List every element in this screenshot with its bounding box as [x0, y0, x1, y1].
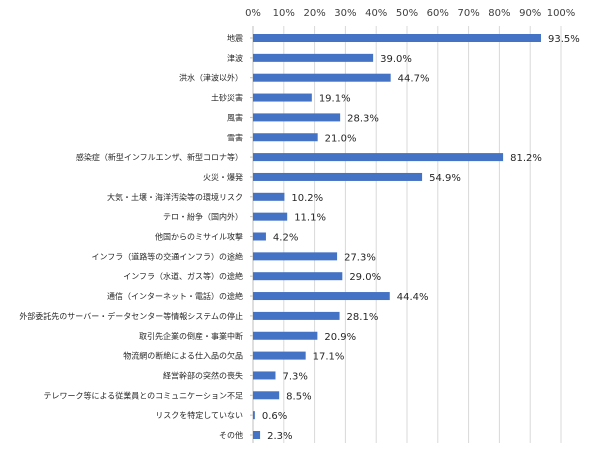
- value-label: 11.1%: [294, 213, 326, 224]
- bar: [253, 172, 423, 181]
- category-label: その他: [219, 430, 243, 440]
- x-tick-label: 10%: [273, 8, 295, 19]
- bar: [253, 34, 541, 42]
- value-label: 54.9%: [429, 173, 461, 184]
- category-label: 洪水（津波以外）: [179, 73, 243, 83]
- value-label: 93.5%: [548, 34, 580, 45]
- category-label: 他国からのミサイル攻撃: [155, 232, 243, 242]
- x-tick-label: 90%: [519, 8, 541, 19]
- category-label: リスクを特定していない: [155, 410, 243, 420]
- category-label: 通信（インターネット・電話）の途絶: [107, 291, 243, 301]
- bar: [253, 232, 266, 241]
- value-label: 39.0%: [380, 54, 412, 65]
- value-label: 4.2%: [273, 233, 298, 244]
- bar: [253, 431, 261, 439]
- bars: [253, 34, 541, 439]
- category-label: 雪害: [227, 132, 243, 142]
- x-tick-label: 20%: [303, 8, 325, 19]
- bar: [253, 371, 276, 380]
- category-label: 土砂災害: [211, 93, 243, 103]
- value-label: 10.2%: [291, 193, 323, 204]
- category-label: 外部委託先のサーバー・データセンター等情報システムの停止: [19, 311, 243, 321]
- bar: [253, 391, 280, 400]
- x-tick-label: 30%: [334, 8, 356, 19]
- category-label: 風害: [227, 112, 243, 122]
- bar: [253, 331, 318, 340]
- category-label: 物流網の断絶による仕入品の欠品: [123, 351, 243, 361]
- category-label: 津波: [227, 53, 243, 63]
- value-label: 44.7%: [398, 74, 430, 85]
- category-label: テレワーク等による従業員とのコミュニケーション不足: [43, 390, 243, 400]
- bar: [253, 153, 504, 162]
- category-label: 取引先企業の倒産・事業中断: [139, 331, 243, 341]
- x-axis-ticks: 0% 10% 20% 30% 40% 50% 60% 70% 80% 90% 100%: [245, 8, 575, 19]
- bar: [253, 272, 343, 281]
- value-labels: 93.5% 39.0% 44.7% 19.1% 28.3% 21.0% 81.2% 54.9%…: [262, 34, 580, 442]
- bar: [253, 53, 374, 62]
- bar: [253, 93, 312, 102]
- value-label: 81.2%: [510, 153, 542, 164]
- bar: [253, 73, 391, 82]
- value-label: 28.1%: [347, 312, 379, 323]
- value-label: 20.9%: [324, 332, 356, 343]
- category-label: 大気・土壌・海洋汚染等の環境リスク: [107, 192, 243, 202]
- x-tick-label: 0%: [245, 8, 261, 19]
- category-label: テロ・紛争（国内外）: [163, 212, 243, 222]
- x-tick-label: 50%: [396, 8, 418, 19]
- value-label: 7.3%: [282, 371, 307, 382]
- category-label: 経営幹部の突然の喪失: [163, 370, 243, 380]
- bar: [253, 192, 285, 201]
- bar: [253, 212, 288, 221]
- bar: [253, 133, 318, 142]
- value-label: 29.0%: [349, 272, 381, 283]
- value-label: 21.0%: [325, 133, 357, 144]
- value-label: 8.5%: [286, 391, 311, 402]
- category-label: 地震: [227, 33, 243, 43]
- bar: [253, 311, 340, 320]
- value-label: 17.1%: [313, 352, 345, 363]
- value-label: 19.1%: [319, 94, 351, 105]
- category-label: 火災・爆発: [203, 172, 243, 182]
- value-label: 0.6%: [262, 411, 287, 422]
- x-tick-label: 100%: [547, 8, 576, 19]
- category-label: インフラ（道路等の交通インフラ）の途絶: [91, 251, 243, 261]
- category-label: インフラ（水道、ガス等）の途絶: [123, 271, 243, 281]
- value-label: 2.3%: [267, 431, 292, 442]
- value-label: 28.3%: [347, 113, 379, 124]
- bar: [253, 292, 390, 301]
- value-label: 27.3%: [344, 252, 376, 263]
- x-tick-label: 80%: [488, 8, 510, 19]
- x-tick-label: 40%: [365, 8, 387, 19]
- bar: [253, 351, 306, 360]
- bar: [253, 411, 255, 420]
- value-label: 44.4%: [397, 292, 429, 303]
- bar: [253, 252, 338, 261]
- x-tick-label: 60%: [427, 8, 449, 19]
- category-label: 感染症（新型インフルエンザ、新型コロナ等）: [76, 152, 243, 162]
- x-tick-label: 70%: [457, 8, 479, 19]
- bar: [253, 113, 341, 122]
